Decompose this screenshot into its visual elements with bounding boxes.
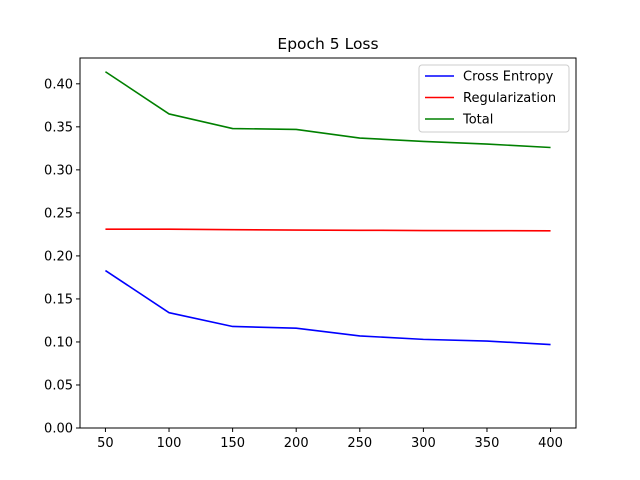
- x-tick-label: 150: [220, 436, 245, 451]
- x-tick-label: 350: [475, 436, 500, 451]
- x-tick-label: 250: [347, 436, 372, 451]
- y-tick-label: 0.15: [44, 292, 73, 307]
- series-line-2: [104, 71, 551, 149]
- y-tick-label: 0.25: [44, 206, 73, 221]
- legend-label-2: Total: [462, 113, 493, 128]
- x-tick-label: 200: [284, 436, 309, 451]
- axes-frame: [79, 57, 577, 429]
- x-tick-label: 100: [157, 436, 182, 451]
- y-tick-label: 0.20: [44, 249, 73, 264]
- y-tick-label: 0.30: [44, 163, 73, 178]
- series-line-1: [105, 228, 551, 232]
- legend-label-0: Cross Entropy: [463, 70, 554, 85]
- chart-title: Epoch 5 Loss: [277, 35, 378, 53]
- legend-label-1: Regularization: [463, 91, 556, 106]
- x-tick-label: 400: [538, 436, 563, 451]
- x-tick-label: 50: [97, 436, 114, 451]
- y-tick-label: 0.05: [44, 378, 73, 393]
- x-axis: 50 100 150 200 250 300 350 400: [97, 428, 563, 451]
- y-axis: 0.00 0.05 0.10 0.15 0.20 0.25 0.30 0.35 0.40: [44, 77, 80, 437]
- y-tick-label: 0.40: [44, 77, 73, 92]
- y-tick-label: 0.00: [44, 422, 73, 437]
- series-line-0: [104, 269, 551, 346]
- y-tick-label: 0.35: [44, 120, 73, 135]
- legend: Cross Entropy Regularization Total: [418, 64, 570, 133]
- legend-box: [418, 64, 570, 133]
- x-tick-label: 300: [411, 436, 436, 451]
- plot-area: [104, 71, 551, 346]
- y-tick-label: 0.10: [44, 335, 73, 350]
